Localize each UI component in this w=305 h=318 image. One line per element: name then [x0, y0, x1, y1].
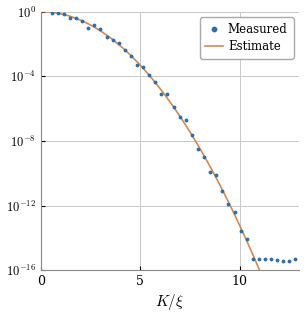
Measured	[251, 257, 255, 261]
Measured	[99, 28, 102, 31]
Measured	[245, 238, 249, 241]
Measured	[263, 257, 267, 261]
Measured	[92, 23, 96, 27]
Measured	[44, 6, 48, 10]
Estimate	[39, 10, 42, 13]
Measured	[166, 93, 169, 96]
Measured	[105, 35, 108, 38]
Measured	[269, 257, 273, 260]
Estimate	[84, 21, 88, 25]
Measured	[288, 259, 291, 263]
Measured	[80, 19, 84, 23]
Measured	[190, 133, 194, 137]
Measured	[74, 17, 78, 20]
Measured	[178, 115, 181, 119]
Measured	[147, 73, 151, 77]
Estimate	[156, 84, 160, 87]
Legend: Measured, Estimate: Measured, Estimate	[199, 17, 293, 59]
Measured	[184, 118, 188, 122]
Measured	[196, 147, 200, 151]
Estimate	[234, 215, 237, 218]
Measured	[135, 63, 139, 67]
Estimate	[212, 171, 215, 175]
Measured	[208, 170, 212, 174]
Measured	[153, 80, 157, 84]
Measured	[56, 11, 60, 15]
Measured	[172, 105, 175, 108]
Estimate	[105, 34, 109, 38]
Measured	[86, 26, 90, 30]
Measured	[129, 54, 133, 58]
Estimate	[191, 135, 195, 139]
Measured	[141, 65, 145, 69]
Measured	[282, 259, 285, 262]
Line: Estimate: Estimate	[41, 11, 300, 318]
Measured	[294, 257, 297, 261]
Measured	[202, 155, 206, 159]
Measured	[111, 38, 114, 42]
Measured	[50, 11, 54, 15]
Measured	[239, 230, 242, 233]
Measured	[257, 257, 261, 261]
Measured	[117, 41, 120, 45]
Measured	[227, 202, 230, 206]
Line: Measured: Measured	[43, 5, 298, 263]
Measured	[123, 49, 127, 52]
Measured	[221, 189, 224, 193]
Measured	[68, 16, 72, 20]
Measured	[275, 258, 279, 262]
Measured	[62, 11, 66, 15]
Measured	[233, 210, 236, 214]
X-axis label: $K/\xi$: $K/\xi$	[155, 293, 185, 313]
Measured	[160, 92, 163, 96]
Measured	[214, 174, 218, 177]
